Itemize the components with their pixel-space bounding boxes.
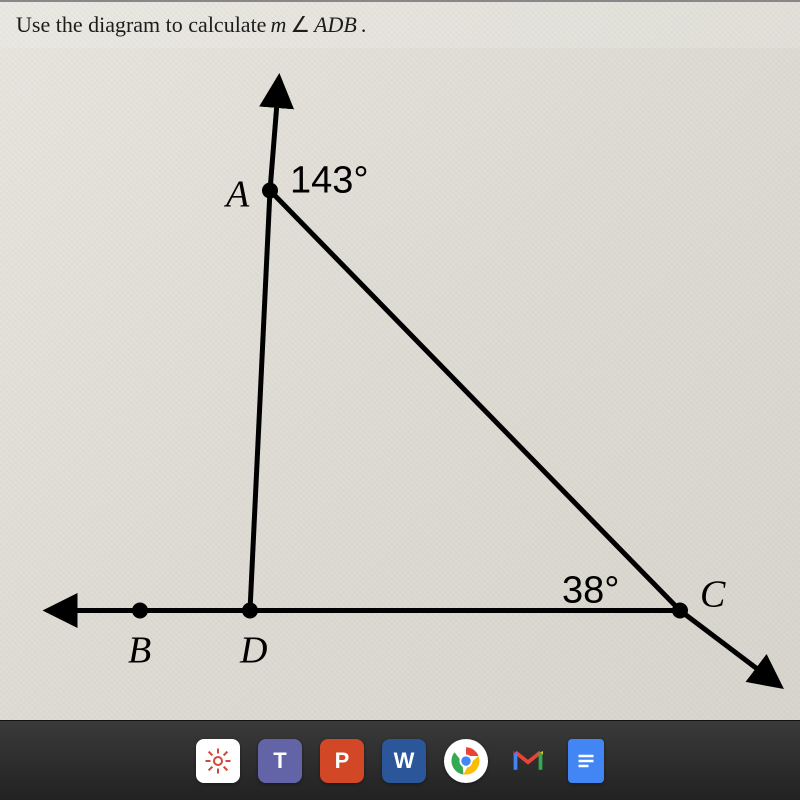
taskbar-word-icon[interactable]: W [382,739,426,783]
question-angle: ADB [314,12,357,38]
question-text: Use the diagram to calculate m ∠ ADB . [0,2,800,48]
taskbar-gmail-icon[interactable] [506,739,550,783]
gmail-icon [513,746,543,776]
docs-icon [571,746,601,776]
point-d [242,603,258,619]
taskbar-settings-icon[interactable] [196,739,240,783]
taskbar: T P W [0,720,800,800]
ray-past-c [680,611,770,679]
angle-symbol: ∠ [290,12,310,38]
gear-icon [203,746,233,776]
teams-letter-icon: T [273,748,286,774]
powerpoint-letter-icon: P [335,748,350,774]
point-c [672,603,688,619]
chrome-icon [451,746,481,776]
diagram-container: #line-bc{display:none} A B D C 143° 38° [0,48,800,733]
word-letter-icon: W [394,748,415,774]
taskbar-powerpoint-icon[interactable]: P [320,739,364,783]
segment-ad [250,191,270,611]
geometry-diagram: #line-bc{display:none} A B D C 143° 38° [0,48,800,733]
taskbar-docs-icon[interactable] [568,739,604,783]
segment-ac [270,191,680,611]
question-prefix: Use the diagram to calculate [16,12,266,38]
label-b: B [128,630,151,672]
label-d: D [239,630,267,672]
question-variable: m [270,12,286,38]
angle-38: 38° [562,570,619,612]
screen-area: Use the diagram to calculate m ∠ ADB . #… [0,0,800,720]
point-a [262,183,278,199]
label-c: C [700,574,726,616]
label-a: A [223,174,250,216]
taskbar-teams-icon[interactable]: T [258,739,302,783]
point-b [132,603,148,619]
question-suffix: . [361,12,367,38]
angle-143: 143° [290,160,369,202]
taskbar-chrome-icon[interactable] [444,739,488,783]
ray-up-from-a [270,91,278,191]
